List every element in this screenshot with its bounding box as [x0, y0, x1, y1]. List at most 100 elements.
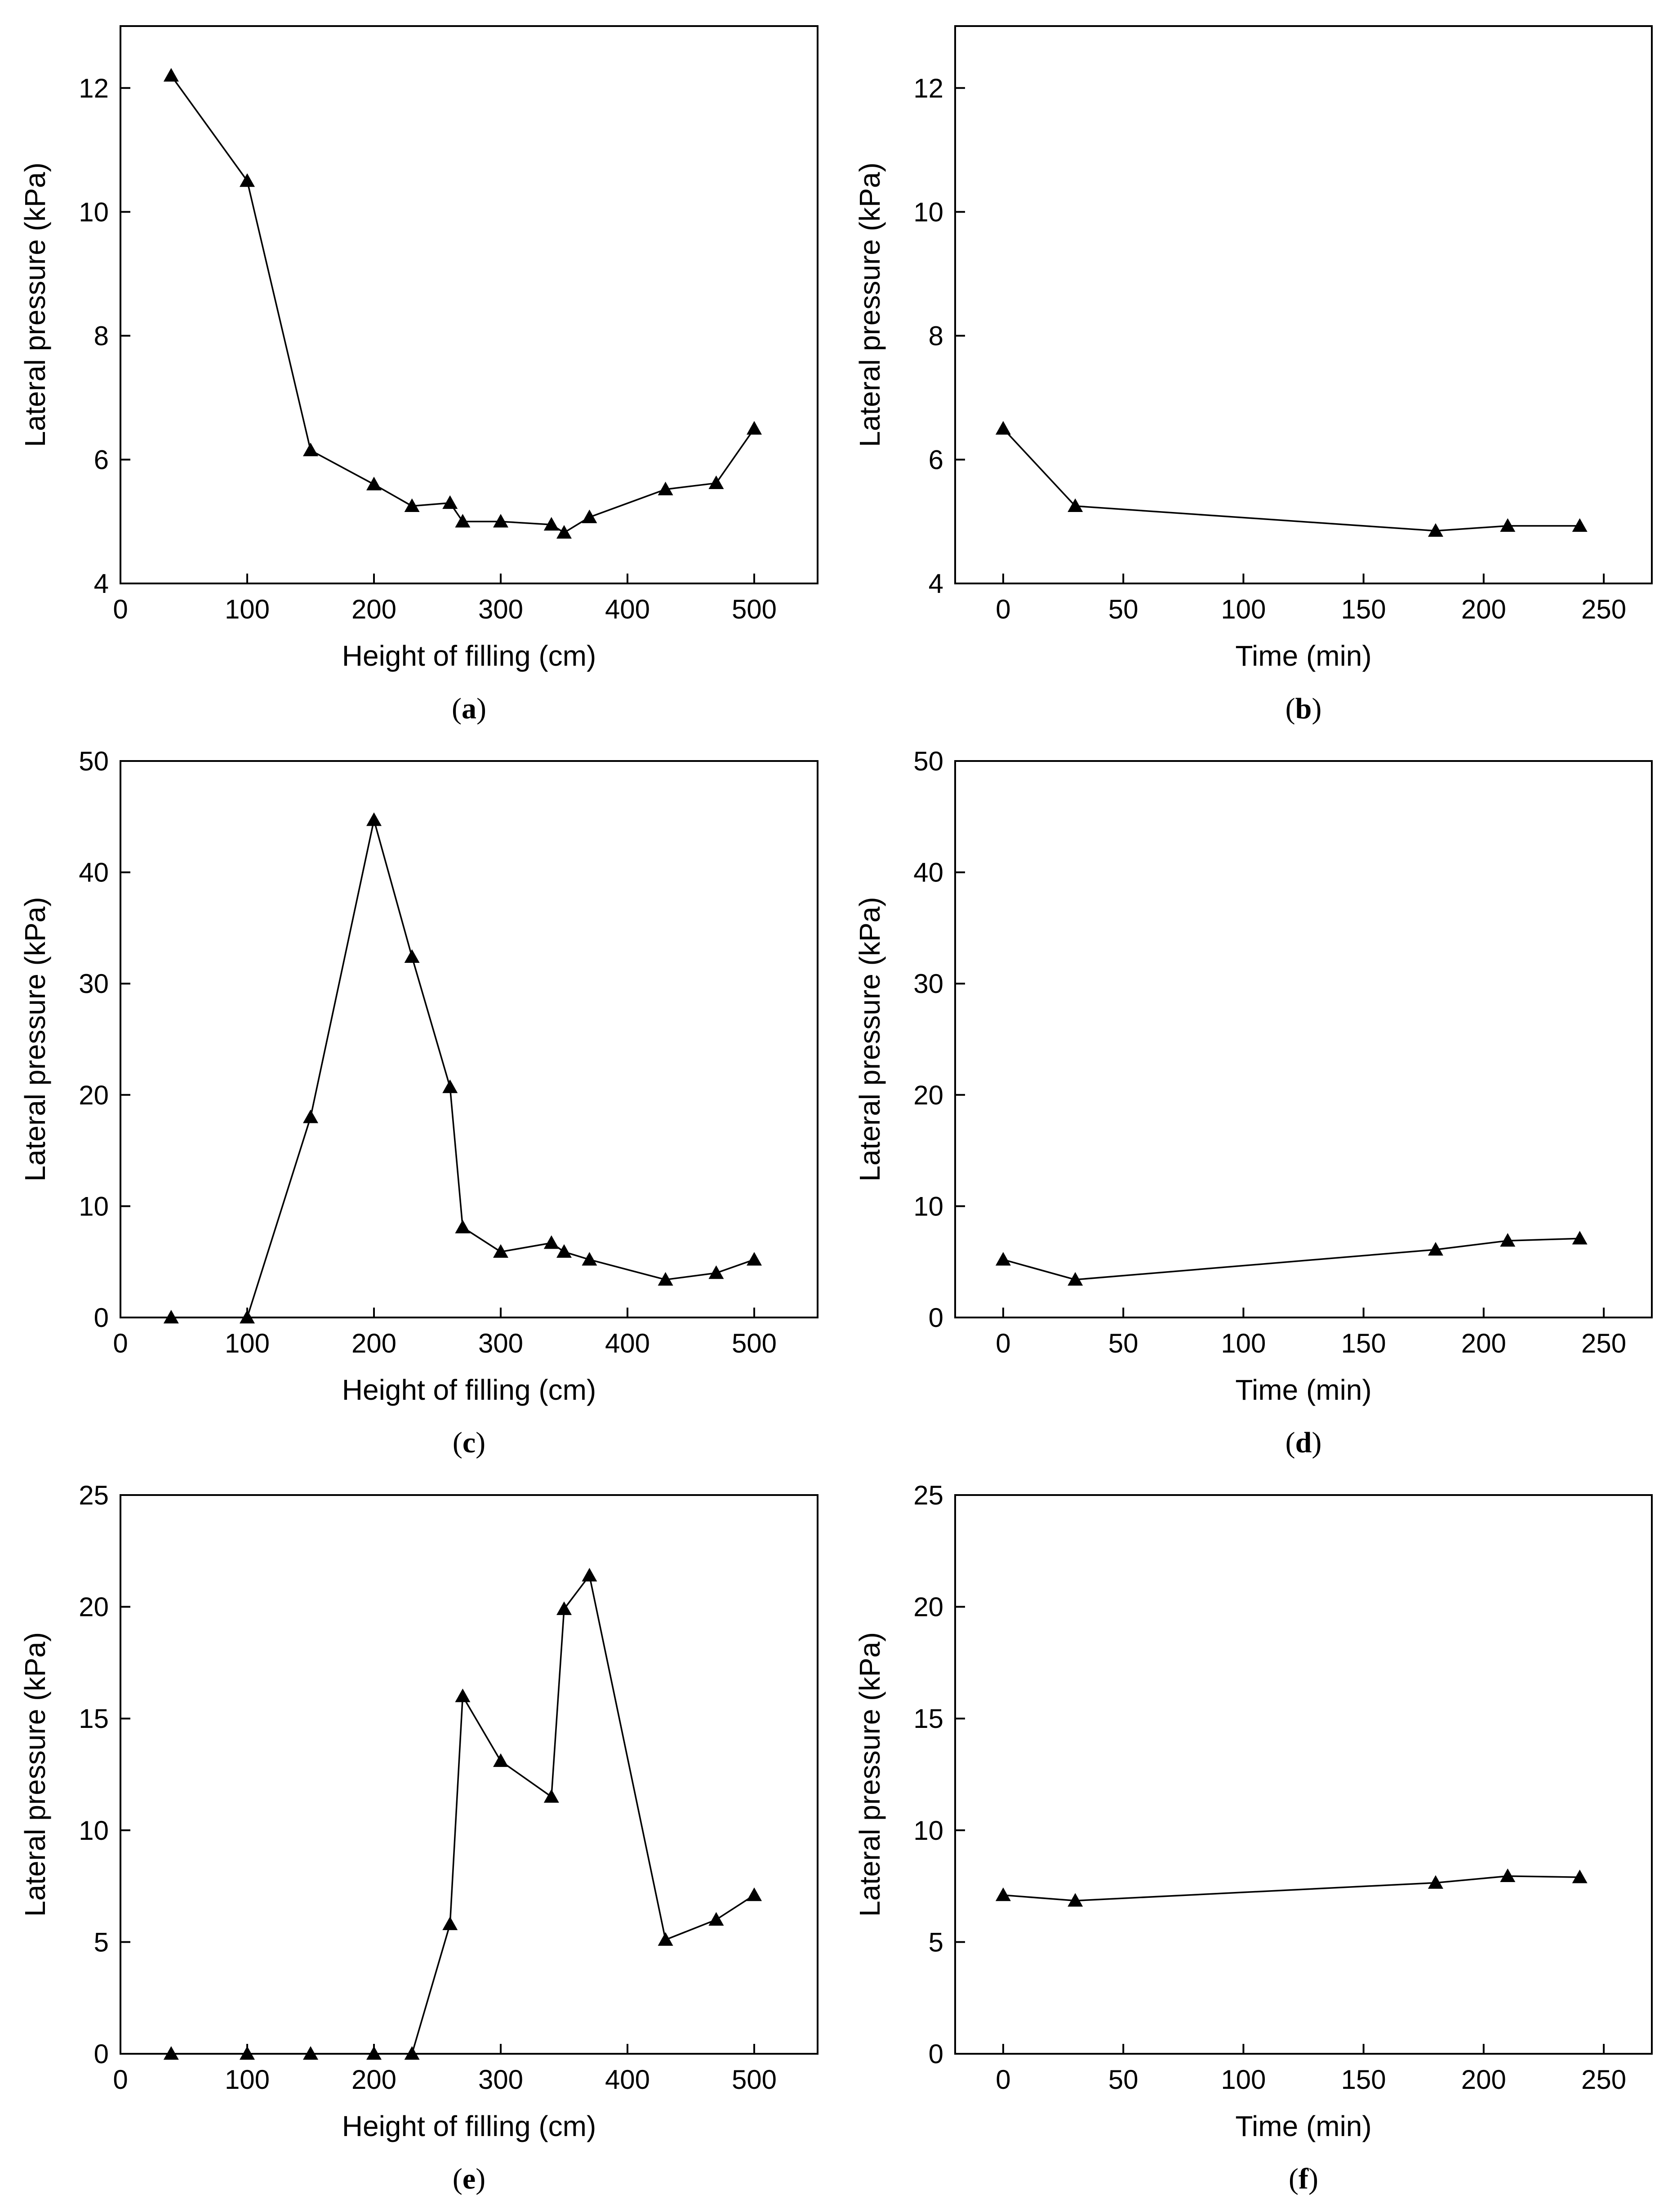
series-line	[1003, 1237, 1580, 1281]
y-tick-label: 0	[929, 2039, 943, 2069]
data-point-triangle	[163, 1310, 179, 1324]
y-tick-label: 40	[913, 858, 943, 888]
y-tick-label: 30	[913, 969, 943, 999]
caption-letter: e	[463, 2163, 476, 2195]
x-axis-title: Height of filling (cm)	[342, 1374, 596, 1406]
data-point-triangle	[442, 1916, 458, 1930]
data-point-triangle	[303, 442, 318, 457]
x-tick-label: 150	[1341, 2065, 1386, 2095]
y-tick-label: 25	[79, 1480, 109, 1510]
y-axis-title: Lateral pressure (kPa)	[854, 897, 886, 1181]
y-tick-label: 4	[94, 569, 109, 599]
data-point-triangle	[493, 1753, 508, 1767]
data-point-triangle	[747, 1252, 762, 1266]
x-tick-label: 50	[1108, 594, 1139, 624]
y-tick-label: 5	[929, 1927, 943, 1957]
data-point-triangle	[995, 421, 1011, 435]
data-point-triangle	[1428, 1242, 1443, 1256]
series-line	[1003, 1875, 1580, 1902]
data-point-triangle	[556, 1601, 572, 1615]
data-point-triangle	[1572, 1231, 1588, 1245]
y-tick-label: 20	[913, 1592, 943, 1622]
panel-c: 0 100 200 300 400 500 0 10 20 30 40 50 Height of fil…	[19, 746, 818, 1459]
x-tick-label: 400	[605, 1328, 650, 1358]
panel-e: 0 100 200 300 400 500 0 5 10 15 20 25 Height of fill…	[19, 1480, 818, 2195]
data-point-triangle	[658, 1932, 673, 1946]
caption-letter: a	[462, 692, 476, 725]
data-point-triangle	[556, 525, 572, 539]
data-point-triangle	[404, 949, 420, 963]
data-point-triangle	[582, 1567, 597, 1582]
data-point-triangle	[747, 1887, 762, 1901]
x-tick-label: 250	[1581, 594, 1626, 624]
data-point-triangle	[240, 1310, 255, 1324]
data-point-triangle	[493, 1244, 508, 1258]
panel-caption: (f)	[1289, 2163, 1318, 2195]
x-axis-title: Time (min)	[1235, 640, 1371, 672]
x-tick-label: 0	[113, 594, 128, 624]
plot-frame	[120, 760, 818, 1318]
y-tick-label: 10	[913, 197, 943, 227]
y-axis-title: Lateral pressure (kPa)	[19, 162, 51, 447]
panel-a: 0 100 200 300 400 500 4 6 8 10 12 Height of filling…	[19, 25, 818, 725]
data-point-triangle	[442, 495, 458, 509]
y-axis-title: Lateral pressure (kPa)	[854, 162, 886, 447]
y-tick-label: 25	[913, 1480, 943, 1510]
data-point-triangle	[404, 498, 420, 512]
x-axis-title: Height of filling (cm)	[342, 2110, 596, 2142]
x-tick-label: 0	[996, 2065, 1010, 2095]
x-tick-label: 0	[996, 594, 1010, 624]
y-tick-label: 50	[79, 746, 109, 776]
y-tick-label: 5	[94, 1927, 109, 1957]
data-point-triangle	[240, 2046, 255, 2060]
x-axis-title: Time (min)	[1235, 1374, 1371, 1406]
x-tick-label: 100	[1221, 594, 1266, 624]
x-tick-label: 150	[1341, 594, 1386, 624]
y-tick-label: 20	[79, 1592, 109, 1622]
x-tick-label: 200	[1461, 2065, 1506, 2095]
y-tick-label: 10	[79, 197, 109, 227]
data-point-triangle	[303, 2046, 318, 2060]
data-point-triangle	[455, 1219, 471, 1233]
data-point-triangle	[543, 1789, 559, 1803]
data-point-triangle	[708, 475, 724, 490]
x-tick-label: 100	[1221, 2065, 1266, 2095]
y-tick-label: 0	[929, 1303, 943, 1333]
y-tick-label: 8	[94, 321, 109, 351]
x-tick-label: 500	[732, 1328, 777, 1358]
y-tick-label: 12	[79, 73, 109, 103]
data-point-triangle	[493, 514, 508, 528]
panel-b: 0 50 100 150 200 250 4 6 8 10 12 Time (min) Lateral …	[854, 25, 1653, 725]
y-tick-label: 10	[913, 1191, 943, 1221]
data-point-triangle	[163, 2046, 179, 2060]
plot-frame	[954, 1494, 1653, 2055]
y-tick-label: 10	[79, 1191, 109, 1221]
series-line	[171, 819, 755, 1318]
data-point-triangle	[543, 517, 559, 531]
data-point-triangle	[582, 509, 597, 523]
data-point-triangle	[1500, 1868, 1516, 1882]
x-tick-label: 300	[478, 1328, 523, 1358]
data-point-triangle	[708, 1912, 724, 1926]
x-axis-title: Time (min)	[1235, 2110, 1371, 2142]
y-axis-title: Lateral pressure (kPa)	[854, 1632, 886, 1917]
data-point-triangle	[366, 812, 382, 826]
y-tick-label: 40	[79, 858, 109, 888]
data-point-triangle	[240, 173, 255, 187]
x-tick-label: 0	[113, 2065, 128, 2095]
x-tick-label: 500	[732, 594, 777, 624]
y-tick-label: 0	[94, 2039, 109, 2069]
data-point-triangle	[1572, 518, 1588, 532]
y-axis-title: Lateral pressure (kPa)	[19, 1632, 51, 1917]
x-tick-label: 50	[1108, 2065, 1139, 2095]
x-tick-label: 150	[1341, 1328, 1386, 1358]
y-tick-label: 6	[94, 445, 109, 475]
y-tick-label: 10	[79, 1816, 109, 1846]
y-tick-label: 6	[929, 445, 943, 475]
data-point-triangle	[708, 1265, 724, 1279]
data-point-triangle	[1428, 523, 1443, 537]
data-point-triangle	[1500, 518, 1516, 532]
x-tick-label: 0	[113, 1328, 128, 1358]
y-tick-label: 15	[79, 1704, 109, 1734]
